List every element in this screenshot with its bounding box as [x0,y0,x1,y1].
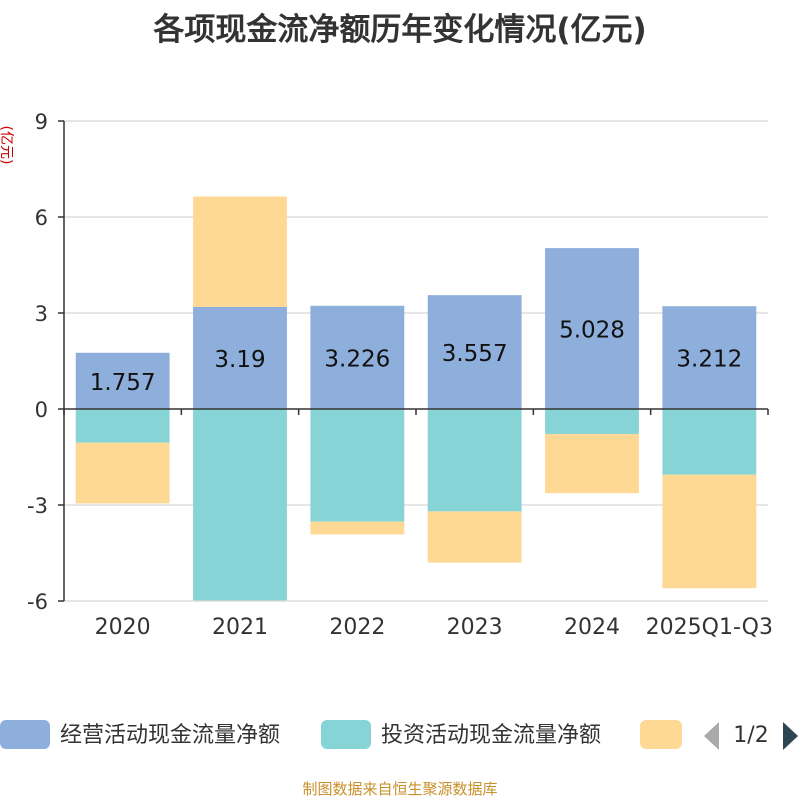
gridlines [64,120,768,602]
bar-segment [193,196,287,307]
legend-page-indicator: 1/2 [733,723,768,748]
y-tick-label: 3 [35,302,48,326]
data-label: 3.212 [676,347,742,373]
data-label: 1.757 [90,370,156,396]
bar-segment [310,305,405,409]
legend-next-icon[interactable] [783,722,798,750]
y-tick-label: 6 [35,206,48,230]
bar-segment [545,248,639,409]
bar-segment [75,352,170,409]
bar-segment [427,511,522,563]
bar-segment [662,306,757,409]
legend: 经营活动现金流量净额 投资活动现金流量净额 1/2 [0,720,798,750]
legend-swatch [0,720,50,749]
bar-segment [75,442,170,504]
y-tick-label: 9 [35,110,48,134]
x-tick-label: 2025Q1-Q3 [646,615,773,640]
x-tick-label: 2021 [212,615,268,640]
data-labels: 1.757 3.19 3.226 3.557 5.028 3.212 [90,318,743,396]
legend-prev-icon[interactable] [704,722,719,750]
y-tick-label: 0 [35,398,48,422]
legend-swatch [640,720,682,749]
bar-segment [545,433,639,494]
bar-segment [193,409,287,601]
bar-segment [427,295,522,409]
data-label: 5.028 [559,318,625,344]
legend-label: 投资活动现金流量净额 [381,723,601,748]
bar-segment [545,409,639,434]
axes [58,120,769,602]
bar-segment [75,409,170,443]
bars [75,196,757,601]
y-tick-label: -3 [27,494,48,518]
x-tick-label: 2020 [95,615,151,640]
x-tick-label: 2022 [329,615,385,640]
data-label: 3.19 [214,347,265,373]
x-tick-labels: 2020 2021 2022 2023 2024 2025Q1-Q3 [95,615,773,640]
legend-label: 经营活动现金流量净额 [60,723,280,748]
source-note: 制图数据来自恒生聚源数据库 [302,780,498,798]
bar-segment [193,306,287,409]
data-label: 3.226 [324,346,390,372]
y-axis-label: (亿元) [0,126,14,165]
data-label: 3.557 [442,341,508,367]
x-tick-label: 2023 [447,615,503,640]
y-tick-label: -6 [27,590,48,614]
x-tick-label: 2024 [564,615,620,640]
bar-segment [310,409,405,522]
bar-segment [310,521,405,535]
bar-segment [427,409,522,512]
legend-swatch [321,720,371,749]
bar-segment [662,474,757,589]
bar-segment [662,409,757,475]
chart-title: 各项现金流净额历年变化情况(亿元) [153,12,647,48]
y-tick-labels: 9 6 3 0 -3 -6 [27,110,48,614]
